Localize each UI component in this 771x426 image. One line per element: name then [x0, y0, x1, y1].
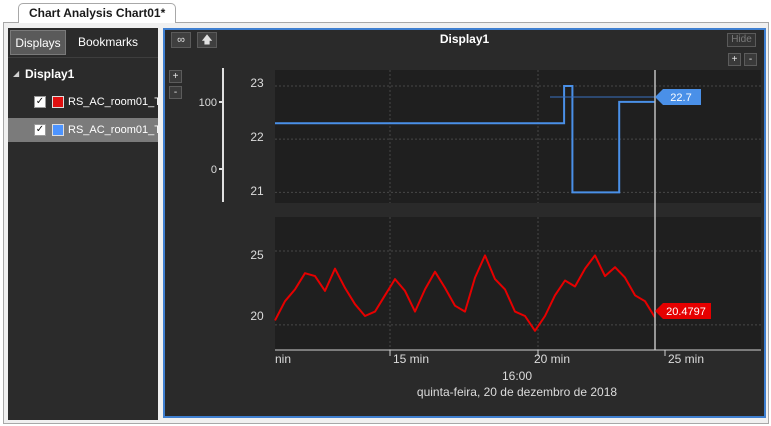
zoom-in-button[interactable]: + [169, 70, 182, 83]
trend-chart[interactable]: 100 0 23 22 21 25 20 22.7 20.4797 nin 15… [165, 30, 764, 416]
series-color-swatch [52, 96, 64, 108]
cursor-value-badge-blue [655, 89, 701, 105]
zoom-out-button-right[interactable]: - [744, 53, 757, 66]
date-label: quinta-feira, 20 de dezembro de 2018 [417, 385, 617, 399]
series-checkbox[interactable]: ✓ [34, 96, 46, 108]
document-tab[interactable]: Chart Analysis Chart01* [18, 3, 177, 23]
time-label: 16:00 [502, 369, 532, 383]
series-label: RS_AC_room01_T [68, 96, 158, 108]
cursor-value-blue: 22.7 [670, 92, 691, 104]
display-titlebar: ∞ 🡅 Display1 Hide [165, 30, 764, 50]
left-tabs: Displays Bookmarks [8, 28, 158, 58]
time-tick-label: 20 min [534, 352, 570, 366]
scale-tick-label: 100 [199, 97, 217, 109]
display-panel: ∞ 🡅 Display1 Hide + - + - 100 0 23 22 21… [163, 28, 766, 418]
link-icon[interactable]: ∞ [171, 32, 191, 48]
upper-y-tick-label: 21 [250, 184, 264, 198]
upper-y-tick-label: 22 [250, 130, 264, 144]
tree-node-label: Display1 [25, 67, 75, 81]
pin-icon[interactable]: 🡅 [197, 32, 217, 48]
tree-item-series-blue[interactable]: ✓ RS_AC_room01_T [8, 118, 158, 142]
series-line-red [274, 254, 656, 332]
time-tick-label: 25 min [668, 352, 704, 366]
display-title: Display1 [439, 32, 490, 46]
tab-bookmarks[interactable]: Bookmarks [77, 35, 139, 49]
zoom-in-button-right[interactable]: + [728, 53, 741, 66]
series-checkbox[interactable]: ✓ [34, 124, 46, 136]
lower-y-tick-label: 20 [250, 309, 264, 323]
scale-tick-label: 0 [211, 164, 217, 176]
series-line-blue [275, 85, 655, 194]
hide-button[interactable]: Hide [727, 33, 756, 47]
upper-y-tick-label: 23 [250, 76, 264, 90]
series-color-swatch [52, 124, 64, 136]
zoom-out-button[interactable]: - [169, 86, 182, 99]
cursor-value-badge-red [655, 303, 711, 319]
grid-lines [275, 70, 761, 350]
cursor-value-red: 20.4797 [666, 306, 706, 318]
tab-displays[interactable]: Displays [10, 30, 66, 55]
series-label: RS_AC_room01_T [68, 124, 158, 136]
expand-triangle-icon[interactable]: ◢ [13, 69, 20, 78]
time-tick-label: 15 min [393, 352, 429, 366]
lower-y-tick-label: 25 [250, 248, 264, 262]
lower-plot-area [275, 217, 761, 350]
tree-node-display[interactable]: ◢ Display1 [8, 64, 158, 84]
left-panel: Displays Bookmarks ◢ Display1 ✓ RS_AC_ro… [8, 28, 158, 420]
tree-item-series-red[interactable]: ✓ RS_AC_room01_T [8, 90, 158, 114]
time-tick-label: nin [275, 352, 291, 366]
